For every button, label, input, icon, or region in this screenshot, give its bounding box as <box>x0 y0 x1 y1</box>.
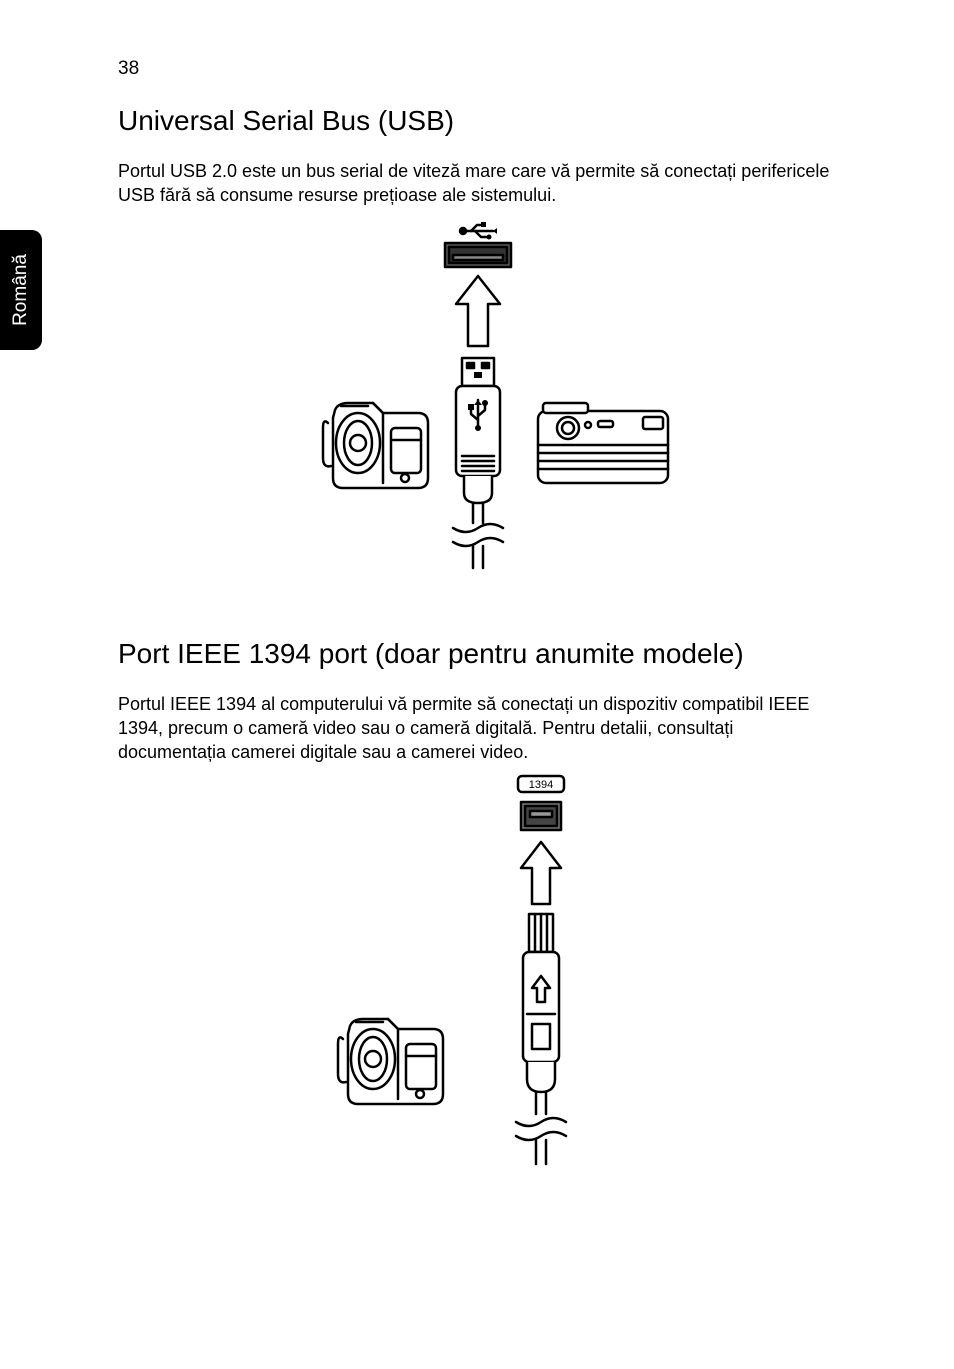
page-content: Universal Serial Bus (USB) Portul USB 2.… <box>118 105 838 1244</box>
camcorder-icon <box>338 1019 443 1104</box>
page-number: 38 <box>118 58 139 80</box>
language-tab: Română <box>0 230 42 350</box>
arrow-up-icon <box>456 276 500 346</box>
language-tab-label: Română <box>10 254 32 326</box>
cable-break-icon <box>453 524 503 568</box>
ieee-section-body: Portul IEEE 1394 al computerului vă perm… <box>118 692 838 765</box>
usb-figure <box>118 218 838 598</box>
cable-break-icon <box>516 1118 566 1164</box>
svg-text:1394: 1394 <box>529 779 553 791</box>
ieee-figure: 1394 <box>118 774 838 1214</box>
usb-plug-icon <box>456 358 500 523</box>
ieee-plug-icon <box>523 914 559 1114</box>
usb-symbol-icon <box>460 222 497 240</box>
ieee-label-icon: 1394 <box>518 776 564 792</box>
usb-port-icon <box>445 243 511 267</box>
arrow-up-icon <box>521 842 561 904</box>
ieee-port-icon <box>521 802 561 830</box>
ieee-section-title: Port IEEE 1394 port (doar pentru anumite… <box>118 638 838 670</box>
camcorder-icon <box>323 403 428 488</box>
digital-camera-icon <box>538 403 668 483</box>
usb-section-title: Universal Serial Bus (USB) <box>118 105 838 137</box>
usb-section-body: Portul USB 2.0 este un bus serial de vit… <box>118 159 838 208</box>
